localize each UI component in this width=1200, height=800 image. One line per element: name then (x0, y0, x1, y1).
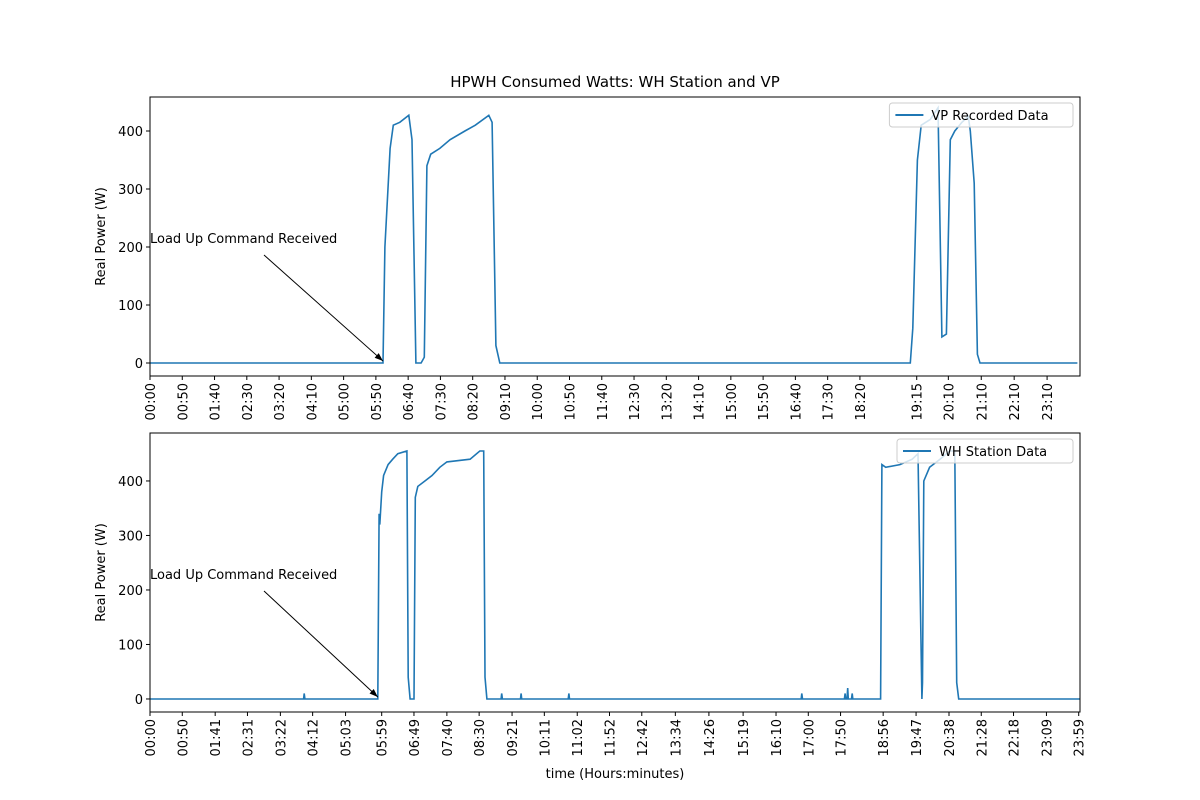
x-tick-label: 03:20 (273, 383, 288, 420)
x-tick-label: 04:12 (307, 719, 322, 756)
x-tick-label: 05:59 (376, 719, 391, 756)
x-tick-label: 19:15 (911, 383, 926, 420)
x-tick-label: 20:38 (943, 719, 958, 756)
x-tick-label: 07:40 (441, 719, 456, 756)
legend-box (896, 438, 1074, 464)
legend: WH Station Data (896, 438, 1074, 464)
x-tick-label: 00:00 (144, 383, 159, 420)
x-tick-label: 05:03 (340, 719, 355, 756)
x-tick-label: 23:09 (1040, 719, 1055, 756)
axes-frame (149, 96, 1081, 377)
chart-title: HPWH Consumed Watts: WH Station and VP (450, 73, 780, 91)
x-tick-label: 17:50 (835, 719, 850, 756)
x-tick-label: 04:10 (305, 383, 320, 420)
x-tick-label: 06:40 (402, 383, 417, 420)
x-tick-label: 13:34 (669, 719, 684, 756)
x-tick-label: 07:30 (434, 383, 449, 420)
y-tick-label: 300 (118, 529, 143, 544)
x-axis-label: time (Hours:minutes) (546, 767, 685, 782)
x-tick-label: 11:02 (571, 719, 586, 756)
x-tick-label: 08:20 (467, 383, 482, 420)
y-tick-label: 100 (118, 638, 143, 653)
y-tick-label: 200 (118, 584, 143, 599)
x-tick-label: 10:11 (538, 719, 553, 756)
x-tick-label: 09:10 (499, 383, 514, 420)
x-tick-label: 09:21 (506, 719, 521, 756)
x-tick-label: 02:31 (241, 719, 256, 756)
legend: VP Recorded Data (888, 102, 1074, 128)
y-tick-label: 400 (118, 475, 143, 490)
y-tick-label: 100 (118, 299, 143, 314)
x-tick-label: 16:40 (789, 383, 804, 420)
x-tick-label: 13:20 (660, 383, 675, 420)
x-tick-label: 17:00 (802, 719, 817, 756)
annotation-arrow (263, 254, 384, 362)
x-tick-label: 15:00 (725, 383, 740, 420)
x-tick-label: 12:30 (628, 383, 643, 420)
x-tick-label: 05:50 (370, 383, 385, 420)
x-tick-label: 21:10 (975, 383, 990, 420)
y-tick-label: 200 (118, 241, 143, 256)
x-tick-label: 10:00 (531, 383, 546, 420)
y-tick-label: 0 (135, 357, 143, 372)
arrow-head (369, 688, 378, 697)
x-tick-label: 21:28 (975, 719, 990, 756)
y-axis-label: Real Power (W) (94, 187, 109, 286)
annotation-text: Load Up Command Received (150, 568, 337, 583)
y-tick-label: 400 (118, 125, 143, 140)
x-tick-label: 16:10 (770, 719, 785, 756)
legend-label: VP Recorded Data (931, 109, 1048, 124)
x-tick-label: 11:40 (596, 383, 611, 420)
axes-frame (149, 432, 1081, 713)
x-tick-label: 17:30 (822, 383, 837, 420)
x-tick-label: 01:41 (209, 719, 224, 756)
x-tick-label: 00:00 (144, 719, 159, 756)
x-tick-label: 10:50 (564, 383, 579, 420)
x-tick-label: 18:56 (877, 719, 892, 756)
x-tick-label: 12:42 (636, 719, 651, 756)
x-tick-label: 11:52 (604, 719, 619, 756)
y-tick-label: 0 (135, 693, 143, 708)
x-tick-label: 19:47 (910, 719, 925, 756)
x-tick-label: 02:30 (241, 383, 256, 420)
y-axis-label: Real Power (W) (94, 523, 109, 622)
x-tick-label: 14:10 (693, 383, 708, 420)
arrow-head (374, 353, 383, 362)
x-tick-label: 00:50 (176, 719, 191, 756)
x-tick-label: 20:10 (942, 383, 957, 420)
annotation-arrow (263, 590, 379, 698)
x-tick-label: 08:30 (473, 719, 488, 756)
x-tick-label: 15:50 (757, 383, 772, 420)
y-tick-label: 300 (118, 183, 143, 198)
x-tick-label: 23:10 (1041, 383, 1056, 420)
x-tick-label: 05:00 (338, 383, 353, 420)
x-tick-label: 01:40 (209, 383, 224, 420)
x-tick-label: 22:10 (1008, 383, 1023, 420)
legend-box (888, 102, 1074, 128)
annotation-text: Load Up Command Received (150, 232, 337, 247)
x-tick-label: 14:26 (703, 719, 718, 756)
x-tick-label: 06:49 (408, 719, 423, 756)
x-tick-label: 15:19 (737, 719, 752, 756)
x-tick-label: 22:18 (1008, 719, 1023, 756)
x-tick-label: 03:22 (274, 719, 289, 756)
x-tick-label: 18:20 (854, 383, 869, 420)
x-tick-label: 00:50 (176, 383, 191, 420)
legend-label: WH Station Data (939, 445, 1047, 460)
x-tick-label: 23:59 (1073, 719, 1088, 756)
